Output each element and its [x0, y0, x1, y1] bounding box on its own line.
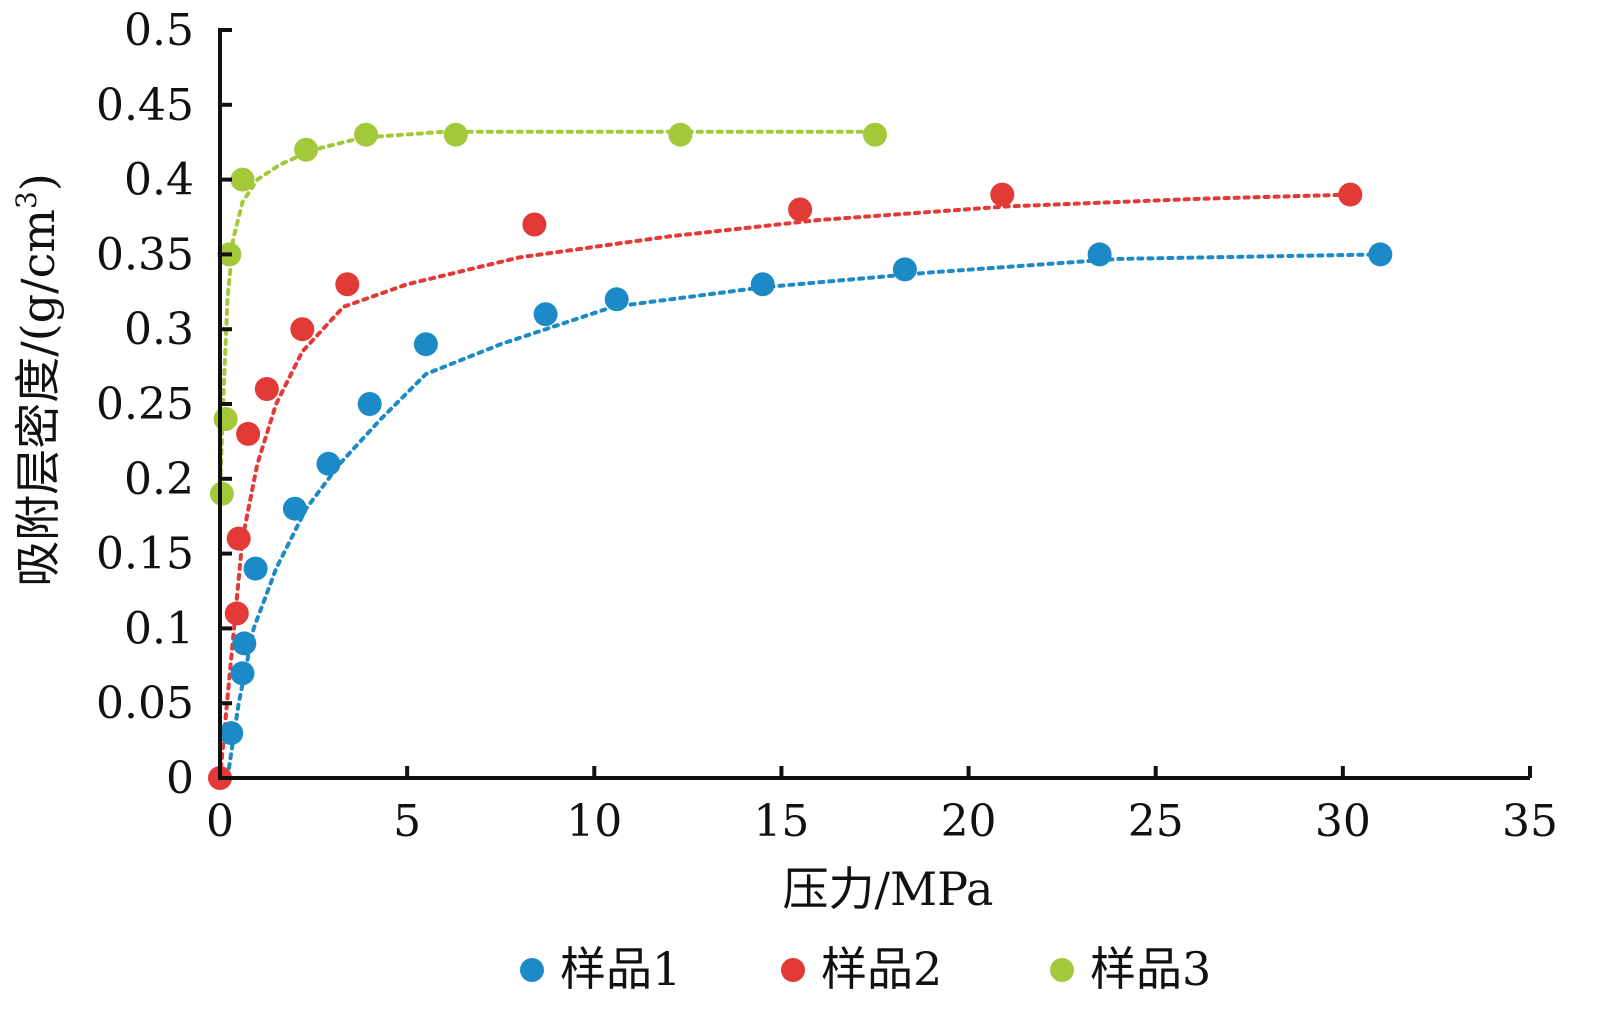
- data-point-series-1: [282, 496, 307, 521]
- x-tick-label: 30: [1315, 796, 1371, 847]
- data-point-series-1: [413, 332, 438, 357]
- data-point-series-1: [357, 392, 382, 416]
- x-tick-label: 5: [393, 796, 421, 847]
- data-point-series-2: [290, 317, 315, 342]
- legend-item-sample1: 样品1: [520, 942, 681, 996]
- data-point-series-1: [232, 631, 257, 656]
- data-point-series-1: [219, 721, 244, 746]
- data-point-series-2: [335, 272, 360, 297]
- data-points: [208, 122, 1393, 790]
- y-tick-label: 0.1: [124, 603, 194, 654]
- y-tick-label: 0.45: [96, 80, 194, 131]
- legend-label-sample2: 样品2: [821, 942, 942, 996]
- trendline-series-1: [225, 252, 1383, 780]
- y-tick-label: 0.3: [124, 304, 194, 355]
- y-tick-label: 0.05: [96, 678, 194, 729]
- data-point-series-1: [533, 302, 558, 327]
- data-point-series-3: [863, 122, 887, 147]
- data-point-series-2: [224, 601, 249, 626]
- legend-item-sample2: 样品2: [781, 942, 942, 996]
- x-tick-label: 0: [206, 796, 234, 847]
- data-point-series-1: [1368, 242, 1393, 267]
- legend: 样品1 样品2 样品3: [520, 942, 1211, 996]
- x-tick-label: 35: [1502, 796, 1558, 847]
- legend-item-sample3: 样品3: [1050, 942, 1211, 996]
- trendlines: [218, 129, 1383, 780]
- y-axis-title-superscript: 3: [10, 191, 43, 209]
- y-axis-title-close: ): [11, 173, 65, 191]
- data-point-series-3: [354, 122, 378, 147]
- y-axis-title-main: 吸附层密度/(g/cm: [11, 209, 65, 587]
- x-axis-title: 压力/MPa: [783, 862, 994, 916]
- data-point-series-1: [892, 257, 917, 282]
- legend-marker-sample3: [1050, 958, 1074, 982]
- data-point-series-2: [1338, 182, 1363, 207]
- data-point-series-1: [243, 556, 268, 581]
- data-point-series-2: [236, 421, 261, 446]
- ticks: 0 0.05 0.1 0.15 0.2 0.25 0.3 0.35 0.4 0.45 0.5 0 5 10…: [96, 5, 1558, 847]
- data-point-series-2: [990, 182, 1015, 207]
- y-tick-label: 0.5: [124, 5, 194, 56]
- trendline-series-2: [218, 192, 1353, 780]
- data-point-series-1: [750, 272, 775, 297]
- y-tick-label: 0.15: [96, 529, 194, 580]
- legend-label-sample3: 样品3: [1090, 942, 1211, 996]
- x-tick-label: 10: [566, 796, 622, 847]
- data-point-series-1: [316, 451, 341, 476]
- data-point-series-1: [230, 661, 255, 686]
- x-tick-label: 25: [1128, 796, 1184, 847]
- data-point-series-1: [604, 287, 629, 312]
- data-point-series-3: [668, 122, 693, 147]
- data-point-series-3: [213, 407, 238, 431]
- data-point-series-2: [522, 212, 547, 237]
- legend-marker-sample1: [520, 958, 544, 982]
- data-point-series-3: [230, 167, 255, 192]
- data-point-series-3: [443, 122, 468, 147]
- y-tick-label: 0.2: [124, 454, 194, 505]
- legend-label-sample1: 样品1: [560, 942, 681, 996]
- x-tick-label: 15: [753, 796, 809, 847]
- data-point-series-2: [226, 526, 251, 551]
- y-tick-label: 0: [166, 753, 194, 804]
- y-tick-label: 0.25: [96, 379, 194, 430]
- trendline-series-3: [218, 129, 877, 496]
- legend-marker-sample2: [781, 958, 805, 982]
- y-tick-label: 0.35: [96, 229, 194, 280]
- y-tick-label: 0.4: [124, 155, 194, 206]
- y-axis-title: 吸附层密度/(g/cm3): [10, 173, 65, 587]
- data-point-series-2: [788, 197, 813, 222]
- x-tick-label: 20: [941, 796, 997, 847]
- data-point-series-1: [1087, 242, 1112, 267]
- data-point-series-2: [254, 377, 279, 401]
- data-point-series-3: [294, 137, 319, 162]
